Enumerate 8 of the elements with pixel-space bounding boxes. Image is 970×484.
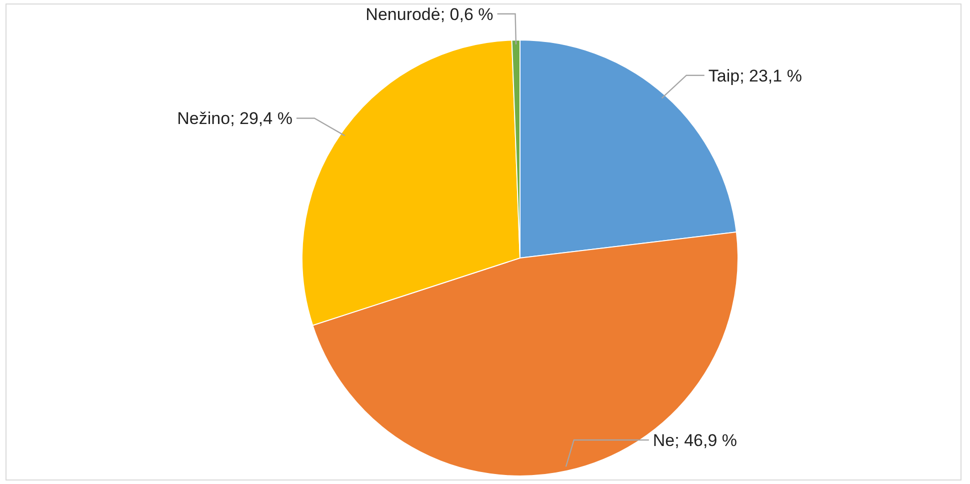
data-label: ; 46,9 %: [674, 431, 738, 450]
slice-label: Taip: [708, 66, 740, 86]
slice-label: Ne: [652, 431, 675, 450]
data-label: ; 29,4 %: [230, 109, 292, 128]
data-label: ; 23,1 %: [740, 66, 802, 86]
data-label: ; 0,6 %: [440, 4, 494, 24]
slice-label: Nenurodė: [366, 4, 440, 24]
slice-label: Nežino: [177, 109, 230, 128]
